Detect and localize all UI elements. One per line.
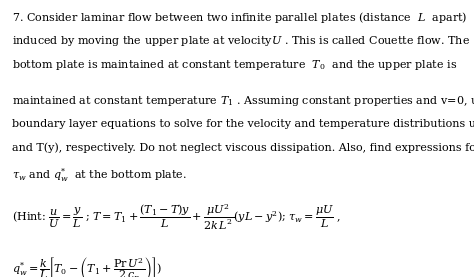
Text: (Hint: $\dfrac{u}{U} = \dfrac{y}{L}$ ; $T = T_1 + \dfrac{(T_1 - T)y}{L} + \dfrac: (Hint: $\dfrac{u}{U} = \dfrac{y}{L}$ ; $… <box>12 203 341 232</box>
Text: induced by moving the upper plate at velocity$U$ . This is called Couette flow. : induced by moving the upper plate at vel… <box>12 34 470 48</box>
Text: 7. Consider laminar flow between two infinite parallel plates (distance  $L$  ap: 7. Consider laminar flow between two inf… <box>12 10 467 25</box>
Text: bottom plate is maintained at constant temperature  $T_0$  and the upper plate i: bottom plate is maintained at constant t… <box>12 58 457 72</box>
Text: and T(y), respectively. Do not neglect viscous dissipation. Also, find expressio: and T(y), respectively. Do not neglect v… <box>12 142 474 153</box>
Text: $\tau_w$ and $q_w^{*}$  at the bottom plate.: $\tau_w$ and $q_w^{*}$ at the bottom pla… <box>12 166 187 184</box>
Text: $q_w^{*} = \dfrac{k}{L}\left[T_0 - \left(T_1 + \dfrac{\mathrm{Pr}\, U^2}{2\,c_p}: $q_w^{*} = \dfrac{k}{L}\left[T_0 - \left… <box>12 256 162 277</box>
Text: maintained at constant temperature $T_1$ . Assuming constant properties and v=0,: maintained at constant temperature $T_1$… <box>12 94 474 108</box>
Text: boundary layer equations to solve for the velocity and temperature distributions: boundary layer equations to solve for th… <box>12 118 474 129</box>
